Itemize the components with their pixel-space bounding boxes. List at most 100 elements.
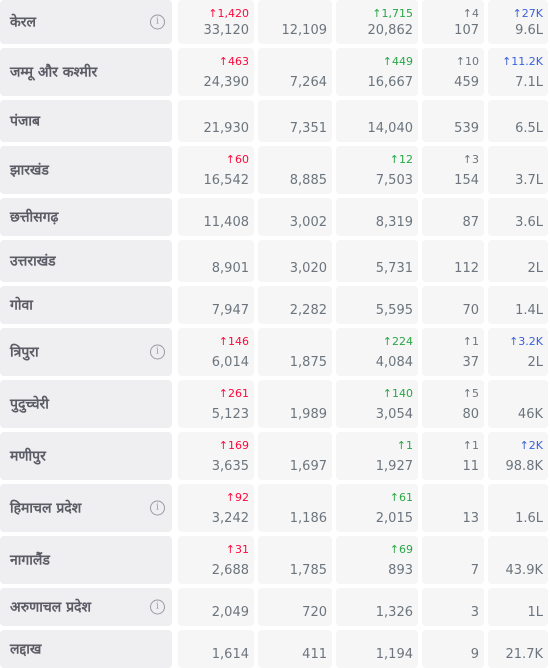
table-row[interactable]: झारखंड ↑60 16,542 8,885 ↑12 7,503 ↑3 154 3.7L bbox=[0, 146, 550, 194]
table-row[interactable]: नागालैंड ↑31 2,688 1,785 ↑69 893 7 43.9K bbox=[0, 536, 550, 584]
confirmed-value: 11,408 bbox=[203, 215, 250, 230]
table-row[interactable]: अरुणाचल प्रदेश i 2,049 720 1,326 3 1L bbox=[0, 588, 550, 626]
confirmed-value: 6,014 bbox=[211, 355, 249, 370]
tested-value: 98.8K bbox=[505, 459, 543, 474]
state-cell[interactable]: मणीपुर bbox=[0, 432, 172, 480]
state-cell[interactable]: गोवा bbox=[0, 286, 172, 324]
state-cell[interactable]: हिमाचल प्रदेश i bbox=[0, 484, 172, 532]
deceased-cell: 112 bbox=[422, 240, 484, 282]
state-cell[interactable]: लद्दाख bbox=[0, 630, 172, 668]
deceased-cell: 13 bbox=[422, 484, 484, 532]
table-row[interactable]: उत्तराखंड 8,901 3,020 5,731 112 2L bbox=[0, 240, 550, 282]
deceased-value: 154 bbox=[454, 173, 479, 188]
confirmed-cell: 2,049 bbox=[178, 588, 254, 626]
state-cell[interactable]: नागालैंड bbox=[0, 536, 172, 584]
confirmed-cell: 11,408 bbox=[178, 198, 254, 236]
table-row[interactable]: केरल i ↑1,420 33,120 12,109 ↑1,715 20,862 ↑4 107… bbox=[0, 0, 550, 44]
deceased-value: 107 bbox=[454, 23, 479, 38]
confirmed-delta: ↑169 bbox=[218, 439, 249, 452]
state-cell[interactable]: केरल i bbox=[0, 0, 172, 44]
confirmed-delta: ↑146 bbox=[218, 335, 249, 348]
confirmed-cell: ↑1,420 33,120 bbox=[178, 0, 254, 44]
state-cell[interactable]: पंजाब bbox=[0, 100, 172, 142]
info-icon[interactable]: i bbox=[150, 344, 165, 360]
active-value: 12,109 bbox=[281, 23, 328, 38]
tested-value: 3.7L bbox=[515, 173, 543, 188]
table-row[interactable]: लद्दाख 1,614 411 1,194 9 21.7K bbox=[0, 630, 550, 668]
active-cell: 7,264 bbox=[258, 48, 332, 96]
deceased-value: 459 bbox=[454, 75, 479, 90]
state-cell[interactable]: पुदुच्चेरी bbox=[0, 380, 172, 428]
recovered-delta: ↑69 bbox=[389, 543, 413, 556]
deceased-delta: ↑1 bbox=[462, 439, 479, 452]
recovered-value: 8,319 bbox=[375, 215, 413, 230]
table-row[interactable]: गोवा 7,947 2,282 5,595 70 1.4L bbox=[0, 286, 550, 324]
recovered-delta: ↑140 bbox=[382, 387, 413, 400]
recovered-value: 1,194 bbox=[375, 647, 413, 662]
recovered-delta: ↑224 bbox=[382, 335, 413, 348]
state-cell[interactable]: त्रिपुरा i bbox=[0, 328, 172, 376]
state-cell[interactable]: झारखंड bbox=[0, 146, 172, 194]
table-row[interactable]: जम्मू और कश्मीर ↑463 24,390 7,264 ↑449 16,667… bbox=[0, 48, 550, 96]
deceased-cell: ↑4 107 bbox=[422, 0, 484, 44]
state-cell[interactable]: जम्मू और कश्मीर bbox=[0, 48, 172, 96]
tested-value: 3.6L bbox=[515, 215, 543, 230]
confirmed-cell: 21,930 bbox=[178, 100, 254, 142]
tested-cell: ↑2K 98.8K bbox=[488, 432, 548, 480]
tested-value: 1.6L bbox=[515, 511, 543, 526]
state-name: पंजाब bbox=[10, 113, 40, 130]
deceased-value: 80 bbox=[462, 407, 479, 422]
tested-value: 43.9K bbox=[505, 563, 543, 578]
confirmed-delta: ↑31 bbox=[225, 543, 249, 556]
deceased-value: 539 bbox=[454, 121, 479, 136]
active-value: 7,351 bbox=[289, 121, 327, 136]
deceased-value: 11 bbox=[462, 459, 479, 474]
confirmed-value: 24,390 bbox=[203, 75, 250, 90]
active-value: 1,186 bbox=[289, 511, 327, 526]
recovered-cell: ↑140 3,054 bbox=[336, 380, 418, 428]
tested-cell: 3.6L bbox=[488, 198, 548, 236]
recovered-value: 4,084 bbox=[375, 355, 413, 370]
confirmed-value: 21,930 bbox=[203, 121, 250, 136]
deceased-cell: 9 bbox=[422, 630, 484, 668]
active-cell: 12,109 bbox=[258, 0, 332, 44]
table-row[interactable]: छत्तीसगढ़ 11,408 3,002 8,319 87 3.6L bbox=[0, 198, 550, 236]
deceased-delta: ↑10 bbox=[455, 55, 479, 68]
recovered-cell: ↑1 1,927 bbox=[336, 432, 418, 480]
deceased-value: 112 bbox=[454, 261, 479, 276]
active-cell: 1,989 bbox=[258, 380, 332, 428]
deceased-cell: 7 bbox=[422, 536, 484, 584]
recovered-cell: 5,731 bbox=[336, 240, 418, 282]
recovered-cell: 8,319 bbox=[336, 198, 418, 236]
state-name: मणीपुर bbox=[10, 448, 46, 465]
table-row[interactable]: त्रिपुरा i ↑146 6,014 1,875 ↑224 4,084 ↑1 37 ↑3.2… bbox=[0, 328, 550, 376]
state-cell[interactable]: छत्तीसगढ़ bbox=[0, 198, 172, 236]
state-name: झारखंड bbox=[10, 162, 49, 179]
state-cell[interactable]: अरुणाचल प्रदेश i bbox=[0, 588, 172, 626]
state-cell[interactable]: उत्तराखंड bbox=[0, 240, 172, 282]
tested-cell: 1L bbox=[488, 588, 548, 626]
recovered-cell: ↑1,715 20,862 bbox=[336, 0, 418, 44]
deceased-value: 9 bbox=[470, 647, 479, 662]
tested-cell: 43.9K bbox=[488, 536, 548, 584]
table-row[interactable]: हिमाचल प्रदेश i ↑92 3,242 1,186 ↑61 2,015 13 1.6… bbox=[0, 484, 550, 532]
info-icon[interactable]: i bbox=[150, 14, 165, 30]
active-value: 1,875 bbox=[289, 355, 327, 370]
active-value: 1,785 bbox=[289, 563, 327, 578]
recovered-value: 14,040 bbox=[367, 121, 414, 136]
tested-cell: ↑27K 9.6L bbox=[488, 0, 548, 44]
info-icon[interactable]: i bbox=[150, 599, 165, 615]
active-value: 3,002 bbox=[289, 215, 327, 230]
table-row[interactable]: मणीपुर ↑169 3,635 1,697 ↑1 1,927 ↑1 11 ↑2K 98.8K bbox=[0, 432, 550, 480]
tested-cell: 1.6L bbox=[488, 484, 548, 532]
recovered-cell: ↑12 7,503 bbox=[336, 146, 418, 194]
active-cell: 1,875 bbox=[258, 328, 332, 376]
active-value: 1,989 bbox=[289, 407, 327, 422]
tested-delta: ↑11.2K bbox=[502, 55, 543, 68]
table-row[interactable]: पंजाब 21,930 7,351 14,040 539 6.5L bbox=[0, 100, 550, 142]
info-icon[interactable]: i bbox=[150, 500, 165, 516]
table-row[interactable]: पुदुच्चेरी ↑261 5,123 1,989 ↑140 3,054 ↑5 80 46K bbox=[0, 380, 550, 428]
deceased-value: 87 bbox=[462, 215, 479, 230]
confirmed-value: 16,542 bbox=[203, 173, 250, 188]
active-cell: 2,282 bbox=[258, 286, 332, 324]
